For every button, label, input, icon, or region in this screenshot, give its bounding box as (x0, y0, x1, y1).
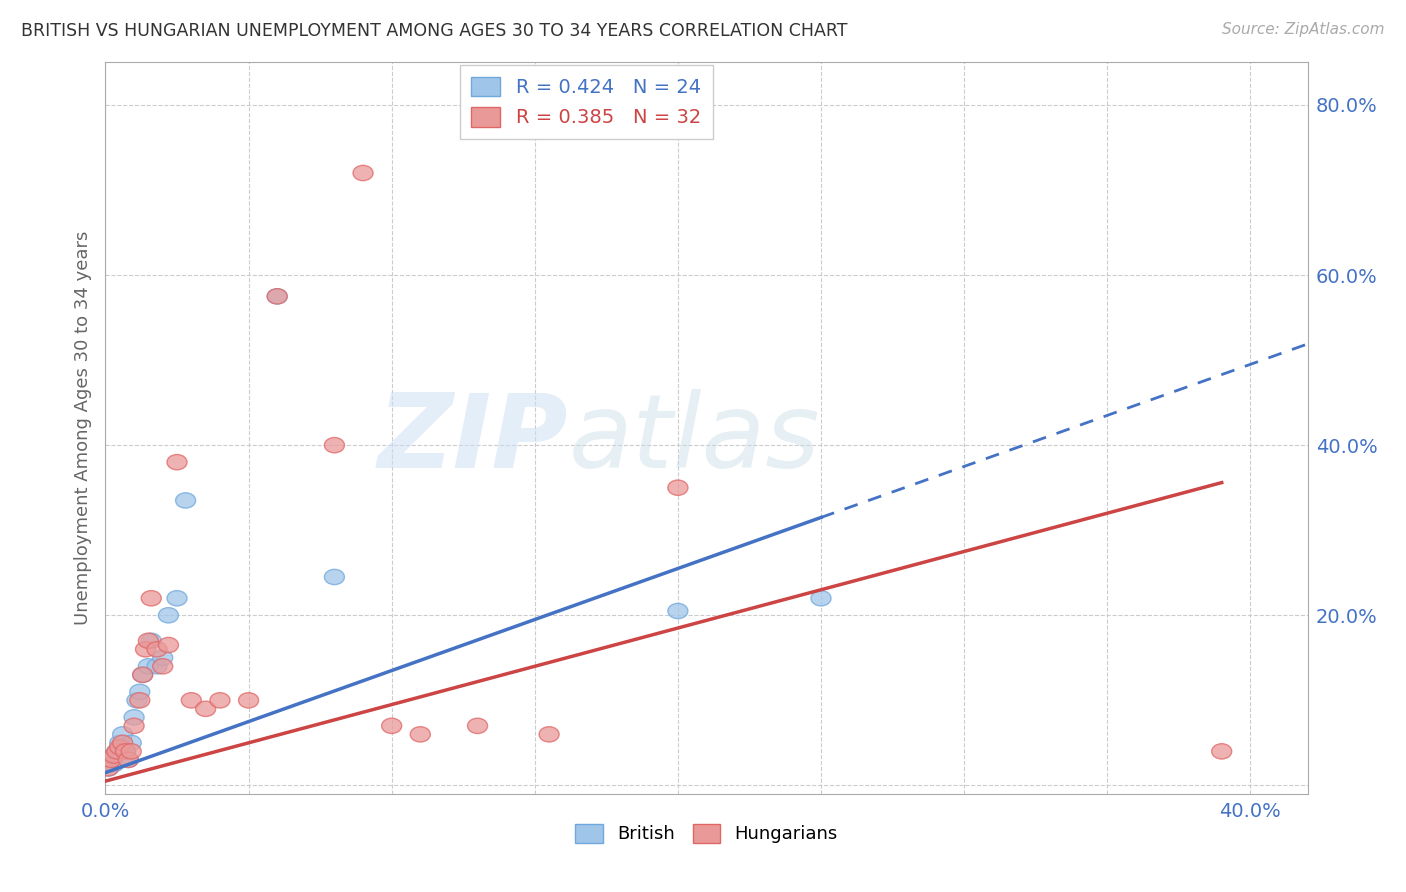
Ellipse shape (124, 710, 143, 725)
Ellipse shape (138, 633, 159, 648)
Ellipse shape (668, 480, 688, 495)
Ellipse shape (104, 748, 124, 764)
Ellipse shape (411, 727, 430, 742)
Text: ZIP: ZIP (378, 389, 568, 490)
Ellipse shape (104, 756, 124, 772)
Ellipse shape (101, 752, 121, 767)
Ellipse shape (98, 761, 118, 776)
Ellipse shape (110, 735, 129, 750)
Ellipse shape (115, 744, 135, 759)
Ellipse shape (98, 761, 118, 776)
Ellipse shape (132, 667, 153, 682)
Ellipse shape (468, 718, 488, 733)
Y-axis label: Unemployment Among Ages 30 to 34 years: Unemployment Among Ages 30 to 34 years (73, 231, 91, 625)
Ellipse shape (129, 693, 150, 708)
Ellipse shape (141, 633, 162, 648)
Legend: British, Hungarians: British, Hungarians (568, 817, 845, 851)
Ellipse shape (167, 591, 187, 606)
Ellipse shape (176, 492, 195, 508)
Ellipse shape (381, 718, 402, 733)
Ellipse shape (153, 658, 173, 674)
Ellipse shape (107, 744, 127, 759)
Ellipse shape (141, 591, 162, 606)
Ellipse shape (267, 289, 287, 304)
Ellipse shape (132, 667, 153, 682)
Ellipse shape (181, 693, 201, 708)
Text: BRITISH VS HUNGARIAN UNEMPLOYMENT AMONG AGES 30 TO 34 YEARS CORRELATION CHART: BRITISH VS HUNGARIAN UNEMPLOYMENT AMONG … (21, 22, 848, 40)
Ellipse shape (121, 744, 141, 759)
Ellipse shape (124, 718, 143, 733)
Ellipse shape (129, 684, 150, 699)
Ellipse shape (112, 735, 132, 750)
Text: Source: ZipAtlas.com: Source: ZipAtlas.com (1222, 22, 1385, 37)
Text: atlas: atlas (568, 389, 820, 489)
Ellipse shape (668, 603, 688, 619)
Ellipse shape (195, 701, 215, 716)
Ellipse shape (148, 641, 167, 657)
Ellipse shape (127, 693, 148, 708)
Ellipse shape (115, 744, 135, 759)
Ellipse shape (1212, 744, 1232, 759)
Ellipse shape (353, 165, 373, 181)
Ellipse shape (325, 437, 344, 453)
Ellipse shape (239, 693, 259, 708)
Ellipse shape (148, 658, 167, 674)
Ellipse shape (159, 638, 179, 653)
Ellipse shape (121, 735, 141, 750)
Ellipse shape (167, 455, 187, 470)
Ellipse shape (153, 650, 173, 665)
Ellipse shape (325, 569, 344, 584)
Ellipse shape (118, 752, 138, 767)
Ellipse shape (159, 607, 179, 623)
Ellipse shape (209, 693, 231, 708)
Ellipse shape (811, 591, 831, 606)
Ellipse shape (267, 289, 287, 304)
Ellipse shape (112, 727, 132, 742)
Ellipse shape (138, 658, 159, 674)
Ellipse shape (101, 752, 121, 767)
Ellipse shape (118, 752, 138, 767)
Ellipse shape (135, 641, 156, 657)
Ellipse shape (110, 739, 129, 755)
Ellipse shape (107, 744, 127, 759)
Ellipse shape (538, 727, 560, 742)
